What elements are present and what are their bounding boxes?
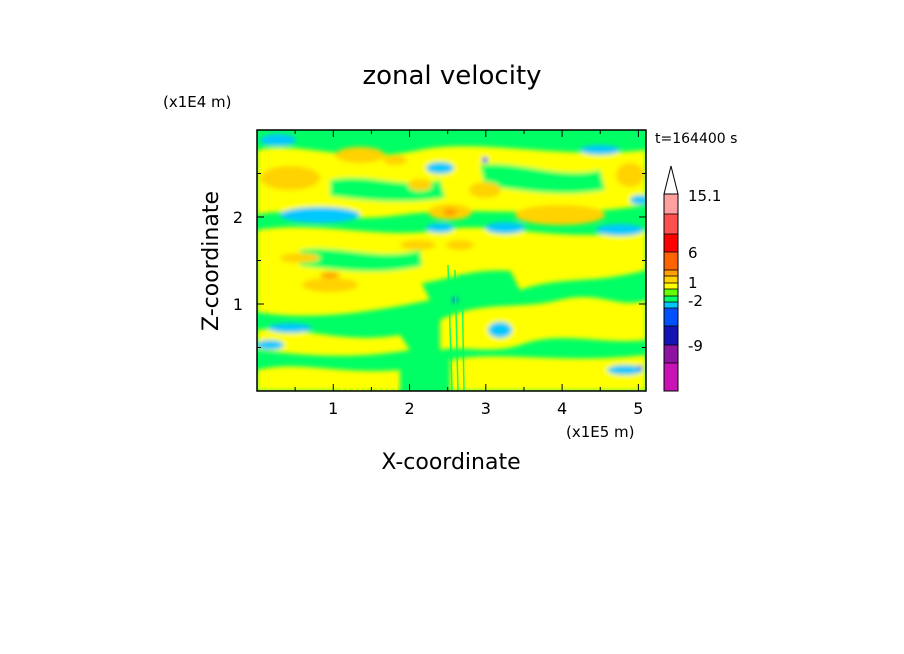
colorbar-segment [664,270,678,276]
x-tick-label: 1 [328,399,338,418]
x-axis-label: X-coordinate [381,450,520,475]
colorbar-segment [664,252,678,270]
colorbar-segment [664,308,678,326]
colorbar-segment [664,234,678,252]
colorbar-segment [664,345,678,363]
bottom-striations [340,378,398,391]
colorbar-tick-label: -2 [688,292,703,310]
y-tick-labels: 12 [233,208,243,314]
time-label: t=164400 s [655,131,737,147]
colorbar [663,165,679,392]
colorbar-segment [664,194,678,214]
x-tick-label: 4 [557,399,567,418]
x-tick-label: 5 [633,399,643,418]
colorbar-segment [664,289,678,296]
plot-area [257,130,646,391]
colorbar-tick-label: 1 [688,274,698,292]
colorbar-labels: 15.1 6 1-2 -9 [688,187,721,355]
colorbar-tick-label: 15.1 [688,187,721,205]
y-tick-label: 2 [233,208,243,227]
x-axis-unit: (x1E5 m) [566,423,635,441]
mountain-wave-striations [447,264,465,391]
colorbar-segment [664,214,678,234]
colorbar-segment [664,326,678,345]
colorbar-segment [664,296,678,302]
colorbar-segment [664,276,678,283]
chart-title: zonal velocity [362,61,541,91]
axis-ticks [257,130,646,391]
y-tick-label: 1 [233,295,243,314]
y-axis-label: Z-coordinate [199,191,224,331]
colorbar-tick-label: -9 [688,337,703,355]
y-axis-unit: (x1E4 m) [163,93,232,111]
x-tick-label: 3 [481,399,491,418]
colorbar-extend-arrow [663,165,679,195]
x-tick-labels: 1 2 3 4 5 [328,399,643,418]
contour-field [257,134,646,391]
colorbar-segment [664,302,678,308]
colorbar-segment [664,283,678,289]
colorbar-segment [664,363,678,391]
colorbar-tick-label: 6 [688,244,698,262]
x-tick-label: 2 [404,399,414,418]
